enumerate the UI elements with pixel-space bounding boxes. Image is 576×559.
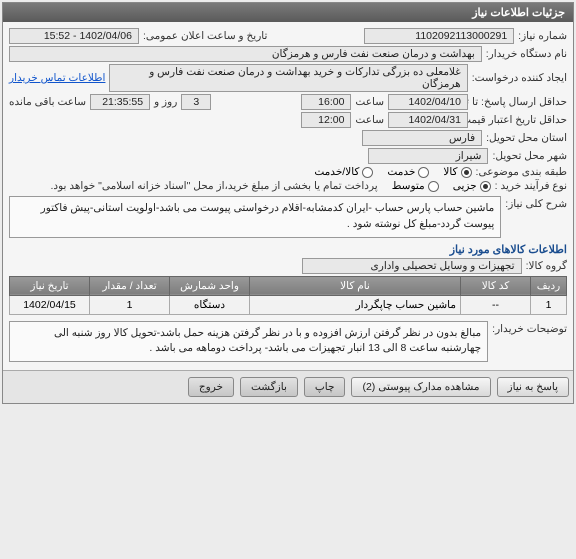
radio-medium[interactable]: متوسط [392,180,439,192]
panel-body: شماره نیاز: 1102092113000291 تاریخ و ساع… [3,22,573,370]
buyer-note-value: مبالغ بدون در نظر گرفتن ارزش افزوده و با… [9,321,488,363]
process-label: نوع فرآیند خرید : [495,180,567,192]
back-button[interactable]: بازگشت [240,377,298,397]
reply-button[interactable]: پاسخ به نیاز [497,377,569,397]
th-unit: واحد شمارش [170,276,250,295]
cell-code: -- [461,295,531,314]
radio-dot-icon [461,167,472,178]
radio-goods[interactable]: کالا [443,166,471,178]
radio-goods-label: کالا [443,166,457,178]
table-header-row: ردیف کد کالا نام کالا واحد شمارش تعداد /… [10,276,567,295]
radio-medium-label: متوسط [392,180,425,192]
radio-goods-service-label: کالا/خدمت [314,166,359,178]
exit-button[interactable]: خروج [188,377,234,397]
province-value: فارس [362,130,482,146]
need-no-label: شماره نیاز: [518,30,567,42]
time-label-2: ساعت [355,114,384,126]
th-date: تاریخ نیاز [10,276,90,295]
radio-dot-icon [480,181,491,192]
table-row[interactable]: 1 -- ماشین حساب چاپگردار دستگاه 1 1402/0… [10,295,567,314]
province-label: استان محل تحویل: [486,132,567,144]
cell-qty: 1 [90,295,170,314]
cell-row: 1 [531,295,567,314]
panel-title: جزئیات اطلاعات نیاز [3,3,573,22]
valid-label: حداقل تاریخ اعتبار قیمت: تا تاریخ: [472,114,567,126]
main-desc-label: شرح کلی نیاز: [505,194,567,210]
th-qty: تعداد / مقدار [90,276,170,295]
category-radio-group: کالا خدمت کالا/خدمت [314,166,471,178]
buyer-note-label: توضیحات خریدار: [492,319,567,335]
items-section-title: اطلاعات کالاهای مورد نیاز [9,243,567,256]
valid-time: 12:00 [301,112,351,128]
announce-label: تاریخ و ساعت اعلان عمومی: [143,30,267,42]
process-radio-group: جزیی متوسط [392,180,491,192]
main-desc-value: ماشین حساب پارس حساب -ایران کدمشابه-اقلا… [9,196,501,238]
th-name: نام کالا [250,276,461,295]
valid-date: 1402/04/31 [388,112,468,128]
contact-link[interactable]: اطلاعات تماس خریدار [9,72,105,84]
deadline-time: 16:00 [301,94,351,110]
creator-value: غلامعلی ده بزرگی تدارکات و خرید بهداشت و… [109,64,467,92]
radio-partial[interactable]: جزیی [453,180,491,192]
details-panel: جزئیات اطلاعات نیاز شماره نیاز: 11020921… [2,2,574,404]
radio-partial-label: جزیی [453,180,477,192]
city-label: شهر محل تحویل: [492,150,567,162]
category-label: طبقه بندی موضوعی: [476,166,567,178]
announce-value: 1402/04/06 - 15:52 [9,28,139,44]
th-row: ردیف [531,276,567,295]
radio-dot-icon [428,181,439,192]
city-value: شیراز [368,148,488,164]
remain-label: ساعت باقی مانده [9,96,86,108]
radio-service[interactable]: خدمت [387,166,429,178]
group-value: تجهیزات و وسایل تحصیلی واداری [302,258,522,274]
remain-time: 21:35:55 [90,94,150,110]
radio-goods-service[interactable]: کالا/خدمت [314,166,373,178]
buyer-value: بهداشت و درمان صنعت نفت فارس و هرمزگان [9,46,482,62]
cell-date: 1402/04/15 [10,295,90,314]
button-bar: پاسخ به نیاز مشاهده مدارک پیوستی (2) چاپ… [3,370,573,403]
buyer-label: نام دستگاه خریدار: [486,48,567,60]
items-table: ردیف کد کالا نام کالا واحد شمارش تعداد /… [9,276,567,315]
th-code: کد کالا [461,276,531,295]
deadline-label: حداقل ارسال پاسخ: تا تاریخ: [472,96,567,108]
process-note: پرداخت تمام یا بخشی از مبلغ خرید،از محل … [51,180,378,192]
deadline-date: 1402/04/10 [388,94,468,110]
attachments-button[interactable]: مشاهده مدارک پیوستی (2) [351,377,490,397]
need-no-value: 1102092113000291 [364,28,514,44]
group-label: گروه کالا: [526,260,567,272]
radio-dot-icon [362,167,373,178]
print-button[interactable]: چاپ [304,377,346,397]
days-label: روز و [154,96,177,108]
creator-label: ایجاد کننده درخواست: [472,72,567,84]
cell-name: ماشین حساب چاپگردار [250,295,461,314]
cell-unit: دستگاه [170,295,250,314]
radio-dot-icon [418,167,429,178]
time-label-1: ساعت [355,96,384,108]
days-value: 3 [181,94,211,110]
radio-service-label: خدمت [387,166,415,178]
